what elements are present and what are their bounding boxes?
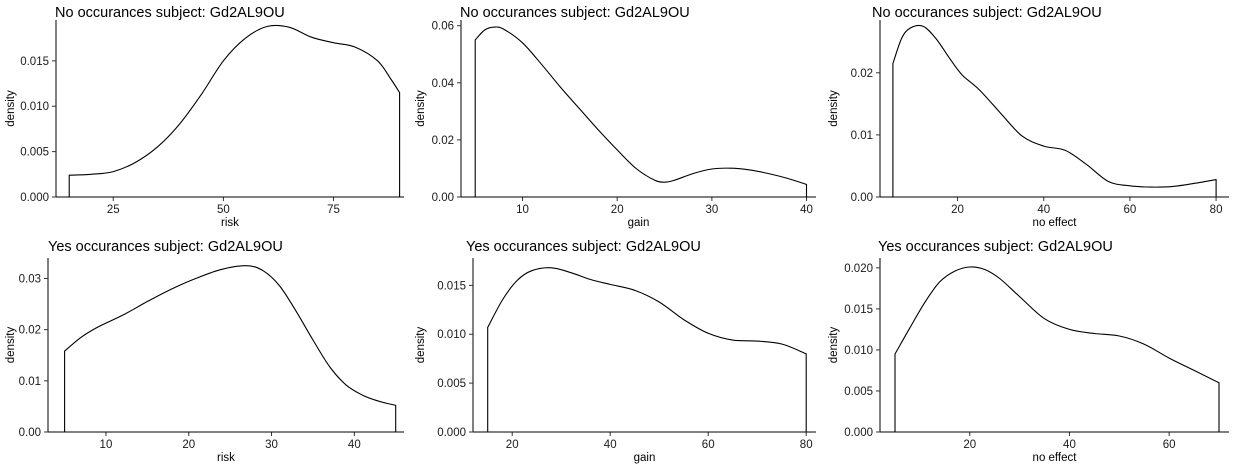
y-tick-label: 0.000 [437,427,466,439]
x-tick-label: 80 [1210,204,1223,216]
density-panel-yes-noeffect: Yes occurances subject: Gd2AL9OU 0.000 0.0… [820,234,1234,468]
y-tick-label: 0.00 [432,192,454,204]
x-tick-label: 60 [702,439,715,451]
y-tick-label: 0.010 [437,329,466,341]
x-tick-label: 20 [963,439,976,451]
y-tick-label: 0.06 [432,21,454,33]
x-tick-label: 25 [107,204,120,216]
density-curve [64,265,397,433]
x-tick-label: 30 [705,204,718,216]
y-tick-label: 0.000 [844,427,873,439]
chart-title: Yes occurances subject: Gd2AL9OU [48,239,283,255]
x-tick-label: 40 [1063,439,1076,451]
y-axis-label: density [415,90,427,127]
density-panel-no-risk: No occurances subject: Gd2AL9OU 0.000 0.00… [0,0,405,234]
density-panel-yes-gain: Yes occurances subject: Gd2AL9OU 0.000 0.0… [405,234,820,468]
x-tick-label: 40 [800,204,813,216]
density-curve [894,266,1220,433]
x-axis-label: no effect [1033,452,1078,464]
y-tick-label: 0.010 [844,345,873,357]
y-tick-label: 0.005 [20,147,49,159]
density-curve [474,26,808,198]
density-panel-yes-risk: Yes occurances subject: Gd2AL9OU 0.00 0.01… [0,234,405,468]
chart-title: No occurances subject: Gd2AL9OU [460,5,690,21]
y-tick-label: 0.020 [844,263,873,275]
density-chart: Yes occurances subject: Gd2AL9OU 0.00 0.01… [5,239,404,464]
y-tick-label: 0.010 [20,101,49,113]
x-axis-label: no effect [1033,217,1078,229]
x-tick-label: 10 [516,204,529,216]
y-tick-label: 0.01 [19,376,41,388]
x-tick-label: 30 [265,439,278,451]
y-tick-label: 0.02 [851,68,873,80]
x-axis-label: gain [628,217,650,229]
x-tick-label: 50 [217,204,230,216]
density-chart: Yes occurances subject: Gd2AL9OU 0.000 0.0… [415,239,816,464]
density-curve [68,24,401,198]
chart-title: Yes occurances subject: Gd2AL9OU [466,239,701,255]
x-tick-label: 20 [182,439,195,451]
x-tick-label: 40 [348,439,361,451]
x-tick-label: 40 [1037,204,1050,216]
y-tick-label: 0.04 [432,78,455,90]
x-tick-label: 20 [611,204,624,216]
y-axis-label: density [5,327,17,364]
y-tick-label: 0.015 [20,56,49,68]
density-panel-no-noeffect: No occurances subject: Gd2AL9OU 0.00 0.01 0… [820,0,1234,234]
y-axis-label: density [415,327,427,364]
y-axis-label: density [828,327,840,364]
x-axis-label: risk [221,217,239,229]
y-tick-label: 0.000 [20,192,49,204]
chart-title: No occurances subject: Gd2AL9OU [55,5,285,21]
x-tick-label: 20 [506,439,519,451]
density-chart: No occurances subject: Gd2AL9OU 0.00 0.02 0… [415,5,816,229]
y-tick-label: 0.005 [437,378,466,390]
density-chart: Yes occurances subject: Gd2AL9OU 0.000 0.0… [828,239,1229,464]
y-tick-label: 0.015 [844,304,873,316]
x-axis-label: risk [217,452,235,464]
x-tick-label: 60 [1124,204,1137,216]
y-tick-label: 0.00 [851,192,873,204]
y-tick-label: 0.01 [851,130,873,142]
density-curve [487,267,807,433]
y-axis-label: density [5,90,17,127]
x-tick-label: 10 [100,439,113,451]
y-tick-label: 0.02 [19,325,41,337]
x-tick-label: 80 [800,439,813,451]
x-tick-label: 40 [604,439,617,451]
density-panel-no-gain: No occurances subject: Gd2AL9OU 0.00 0.02 0… [405,0,820,234]
y-tick-label: 0.005 [844,386,873,398]
y-tick-label: 0.03 [19,273,41,285]
y-tick-label: 0.00 [19,427,41,439]
chart-title: Yes occurances subject: Gd2AL9OU [878,239,1113,255]
density-chart: No occurances subject: Gd2AL9OU 0.000 0.00… [5,5,404,229]
density-chart: No occurances subject: Gd2AL9OU 0.00 0.01 0… [828,5,1229,229]
x-axis-label: gain [634,452,656,464]
y-tick-label: 0.015 [437,280,466,292]
y-tick-label: 0.02 [432,135,454,147]
x-tick-label: 20 [951,204,964,216]
density-curve [892,24,1217,198]
chart-title: No occurances subject: Gd2AL9OU [872,5,1102,21]
y-axis-label: density [828,90,840,127]
x-tick-label: 75 [327,204,340,216]
x-tick-label: 60 [1163,439,1176,451]
